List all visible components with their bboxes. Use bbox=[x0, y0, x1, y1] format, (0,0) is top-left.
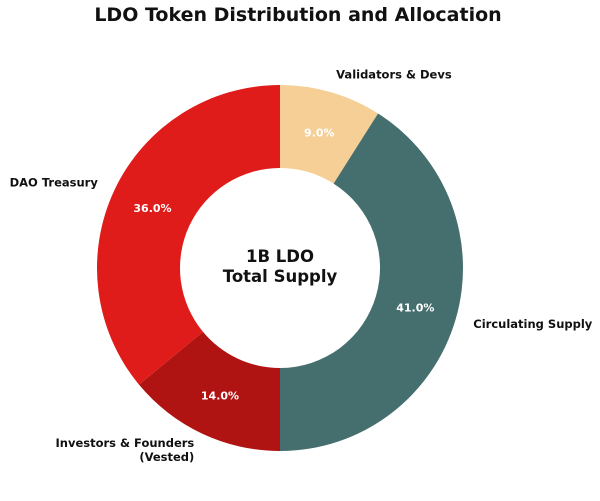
slice-investors-founders bbox=[138, 331, 280, 451]
pct-label: 41.0% bbox=[396, 301, 434, 314]
slice-dao-treasury bbox=[97, 85, 280, 385]
category-label: DAO Treasury bbox=[10, 175, 99, 189]
center-text-line-1: 1B LDO bbox=[246, 247, 314, 266]
slice-validators-devs bbox=[280, 85, 379, 184]
chart-title: LDO Token Distribution and Allocation bbox=[94, 4, 501, 26]
slice-circulating-supply bbox=[280, 113, 464, 452]
category-label: Validators & Devs bbox=[336, 68, 452, 82]
pct-label: 9.0% bbox=[304, 127, 335, 140]
category-label: Circulating Supply bbox=[473, 317, 592, 331]
pct-label: 36.0% bbox=[133, 202, 171, 215]
pct-label: 14.0% bbox=[201, 389, 239, 402]
center-text-line-2: Total Supply bbox=[223, 267, 338, 286]
category-label: Investors & Founders (Vested) bbox=[56, 436, 195, 464]
